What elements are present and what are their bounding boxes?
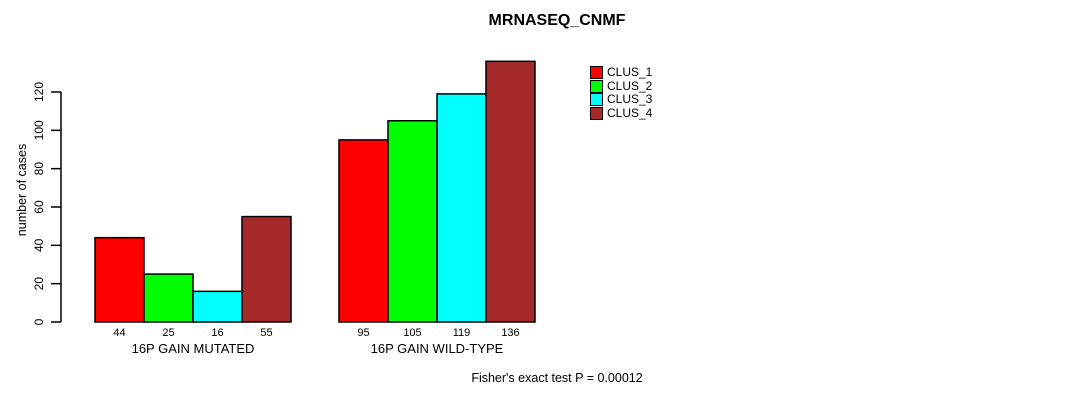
y-tick-label: 60	[32, 200, 46, 214]
bar-value-label: 25	[162, 327, 174, 339]
legend: CLUS_1 CLUS_2 CLUS_3 CLUS_4	[590, 66, 652, 120]
legend-item-clus_1: CLUS_1	[590, 66, 652, 79]
bar-value-label: 16	[211, 327, 223, 339]
legend-swatch-icon	[590, 93, 603, 106]
bar-value-label: 55	[260, 327, 272, 339]
bar-clus_4	[485, 60, 536, 323]
category-label: 16P GAIN WILD-TYPE	[371, 341, 504, 356]
bar-clus_3	[192, 290, 243, 323]
bar-value-label: 136	[501, 327, 519, 339]
legend-label: CLUS_4	[607, 105, 653, 120]
legend-swatch-icon	[590, 79, 603, 93]
bar-clus_2	[387, 120, 438, 323]
y-tick-label: 80	[32, 162, 46, 176]
legend-label: CLUS_3	[607, 92, 653, 106]
y-tick-label: 0	[32, 318, 46, 325]
y-tick-label: 100	[32, 120, 46, 140]
bar-value-label: 44	[113, 327, 125, 339]
fisher-test-note: Fisher's exact test P = 0.00012	[471, 371, 643, 385]
y-tick-label: 20	[32, 277, 46, 291]
legend-label: CLUS_2	[607, 78, 653, 93]
legend-item-clus_4: CLUS_4	[590, 105, 653, 120]
bar-clus_3	[436, 93, 487, 323]
chart-title: MRNASEQ_CNMF	[488, 12, 626, 29]
bar-clus_4	[241, 215, 292, 323]
bar-clus_1	[338, 139, 389, 323]
bar-value-label: 119	[453, 327, 471, 339]
bar-value-label: 105	[403, 327, 421, 339]
legend-label: CLUS_1	[607, 65, 653, 79]
bar-clus_2	[143, 273, 194, 323]
category-label: 16P GAIN MUTATED	[132, 341, 255, 356]
legend-swatch-icon	[590, 106, 603, 120]
y-tick-label: 40	[32, 238, 46, 252]
y-axis-label: number of cases	[15, 144, 29, 236]
legend-item-clus_3: CLUS_3	[590, 93, 652, 106]
bar-value-label: 95	[357, 327, 369, 339]
legend-item-clus_2: CLUS_2	[590, 78, 653, 93]
legend-swatch-icon	[590, 66, 603, 79]
bar-clus_1	[94, 236, 145, 323]
y-tick-label: 120	[32, 82, 46, 102]
